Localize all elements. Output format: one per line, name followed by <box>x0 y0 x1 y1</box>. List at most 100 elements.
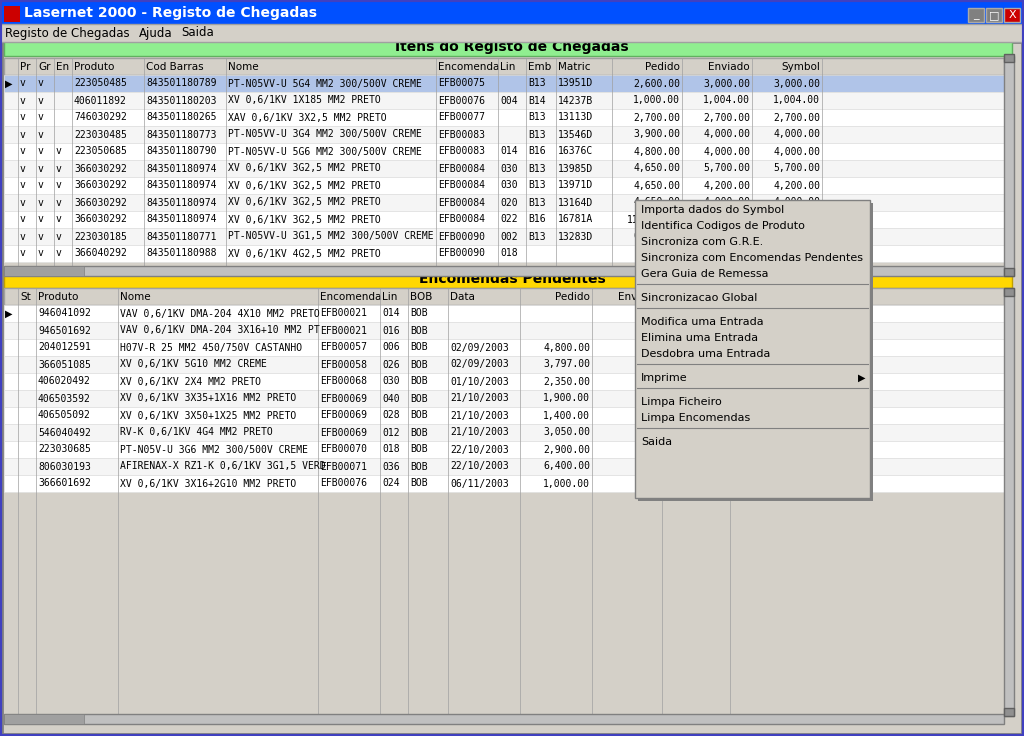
Text: EFB00057: EFB00057 <box>319 342 367 353</box>
Text: B14: B14 <box>528 96 546 105</box>
Text: 204012591: 204012591 <box>38 342 91 353</box>
Text: BOB: BOB <box>410 428 428 437</box>
Text: 1,486.00: 1,486.00 <box>681 359 728 369</box>
Text: 366030292: 366030292 <box>74 214 127 224</box>
Text: XV 0,6/1KV 3X50+1X25 MM2 PRETO: XV 0,6/1KV 3X50+1X25 MM2 PRETO <box>120 411 296 420</box>
Text: Lin: Lin <box>500 62 515 71</box>
Text: 843501180974: 843501180974 <box>146 214 216 224</box>
Text: 4,650.00: 4,650.00 <box>633 180 680 191</box>
Text: 2,700.00: 2,700.00 <box>633 113 680 122</box>
Text: 020: 020 <box>500 197 517 208</box>
Text: 390.00: 390.00 <box>693 445 728 455</box>
Text: Pedido: Pedido <box>645 62 680 71</box>
Text: 746030292: 746030292 <box>74 113 127 122</box>
Text: 4,000.00: 4,000.00 <box>703 130 750 140</box>
Text: Elimina uma Entrada: Elimina uma Entrada <box>641 333 758 343</box>
Text: Encomenda: Encomenda <box>319 291 381 302</box>
Text: Sincroniza com G.R.E.: Sincroniza com G.R.E. <box>641 237 763 247</box>
Text: 1,000.00: 1,000.00 <box>681 478 728 489</box>
Text: 366040292: 366040292 <box>74 249 127 258</box>
Text: 223030685: 223030685 <box>38 445 91 455</box>
Text: v: v <box>20 113 26 122</box>
Text: 040: 040 <box>382 394 399 403</box>
Text: 13971D: 13971D <box>558 180 593 191</box>
Text: 01/10/2003: 01/10/2003 <box>450 377 509 386</box>
Text: v: v <box>56 163 61 174</box>
Text: 22/10/2003: 22/10/2003 <box>450 461 509 472</box>
Text: AFIRENAX-X RZ1-K 0,6/1KV 3G1,5 VERD: AFIRENAX-X RZ1-K 0,6/1KV 3G1,5 VERD <box>120 461 326 472</box>
Text: v: v <box>38 113 44 122</box>
Text: Enviado: Enviado <box>709 62 750 71</box>
Text: Modifica uma Entrada: Modifica uma Entrada <box>641 317 764 327</box>
Bar <box>635 200 870 498</box>
Bar <box>4 424 1004 441</box>
Text: BOB: BOB <box>410 478 428 489</box>
Bar <box>4 245 1004 262</box>
Text: 036: 036 <box>382 461 399 472</box>
Text: Identifica Codigos de Produto: Identifica Codigos de Produto <box>641 221 805 231</box>
Text: Enviado: Enviado <box>618 291 660 302</box>
Text: v: v <box>38 197 44 208</box>
Text: XAV 0,6/1KV 3X2,5 MM2 PRETO: XAV 0,6/1KV 3X2,5 MM2 PRETO <box>228 113 387 122</box>
Text: 223050485: 223050485 <box>74 79 127 88</box>
Text: Encomenda: Encomenda <box>438 62 500 71</box>
Text: 004: 004 <box>500 96 517 105</box>
Text: 406020492: 406020492 <box>38 377 91 386</box>
Text: v: v <box>56 232 61 241</box>
Text: Sincroniza com Encomendas Pendentes: Sincroniza com Encomendas Pendentes <box>641 253 863 263</box>
Text: BOB: BOB <box>410 308 428 319</box>
Bar <box>986 8 1002 22</box>
Text: Desdobra uma Entrada: Desdobra uma Entrada <box>641 349 770 359</box>
Bar <box>1004 56 1014 276</box>
Text: 366030292: 366030292 <box>74 197 127 208</box>
Bar <box>4 714 1004 724</box>
Text: X: X <box>1009 10 1016 20</box>
Text: 006: 006 <box>382 342 399 353</box>
Text: Gr: Gr <box>38 62 50 71</box>
Text: 22/10/2003: 22/10/2003 <box>450 445 509 455</box>
Text: EFB00084: EFB00084 <box>438 163 485 174</box>
Text: v: v <box>56 214 61 224</box>
Text: Matric: Matric <box>558 62 591 71</box>
Text: XV 0,6/1KV 3G2,5 MM2 PRETO: XV 0,6/1KV 3G2,5 MM2 PRETO <box>228 197 381 208</box>
Text: Limpa Ficheiro: Limpa Ficheiro <box>641 397 722 407</box>
Bar <box>4 6 20 22</box>
Text: BOB: BOB <box>410 377 428 386</box>
Text: v: v <box>38 130 44 140</box>
Bar <box>4 194 1004 211</box>
Text: 4,800.00: 4,800.00 <box>633 146 680 157</box>
Text: Registo de Chegadas: Registo de Chegadas <box>5 26 130 40</box>
Text: v: v <box>20 146 26 157</box>
Text: 21/10/2003: 21/10/2003 <box>450 428 509 437</box>
Text: 366030292: 366030292 <box>74 163 127 174</box>
Text: Ajuda: Ajuda <box>138 26 172 40</box>
Text: 406503592: 406503592 <box>38 394 91 403</box>
Text: v: v <box>20 232 26 241</box>
Text: 2,350.00: 2,350.00 <box>681 377 728 386</box>
Text: En: En <box>56 62 70 71</box>
Bar <box>4 143 1004 160</box>
Bar <box>4 109 1004 126</box>
Text: B16: B16 <box>528 214 546 224</box>
Text: BOB: BOB <box>410 342 428 353</box>
Text: EFB00083: EFB00083 <box>438 130 485 140</box>
Text: 3,500.00: 3,500.00 <box>703 249 750 258</box>
Text: VAV 0,6/1KV DMA-204 4X10 MM2 PRETO: VAV 0,6/1KV DMA-204 4X10 MM2 PRETO <box>120 308 319 319</box>
Text: 06/11/2003: 06/11/2003 <box>450 478 509 489</box>
Text: Symbol: Symbol <box>781 62 820 71</box>
Text: EFB00083: EFB00083 <box>438 146 485 157</box>
Text: 223030485: 223030485 <box>74 130 127 140</box>
Text: Imprime: Imprime <box>641 373 688 383</box>
Text: 018: 018 <box>382 445 399 455</box>
Text: 4,000.00: 4,000.00 <box>773 146 820 157</box>
Text: 843501180771: 843501180771 <box>146 232 216 241</box>
Text: 3,900.00: 3,900.00 <box>633 130 680 140</box>
Text: 0.00: 0.00 <box>637 445 660 455</box>
Text: 946041092: 946041092 <box>38 308 91 319</box>
Text: 16781A: 16781A <box>558 214 593 224</box>
Text: St: St <box>20 291 31 302</box>
Bar <box>4 390 1004 407</box>
Text: □: □ <box>989 10 999 20</box>
Text: 843501180790: 843501180790 <box>146 146 216 157</box>
Text: B13: B13 <box>528 232 546 241</box>
